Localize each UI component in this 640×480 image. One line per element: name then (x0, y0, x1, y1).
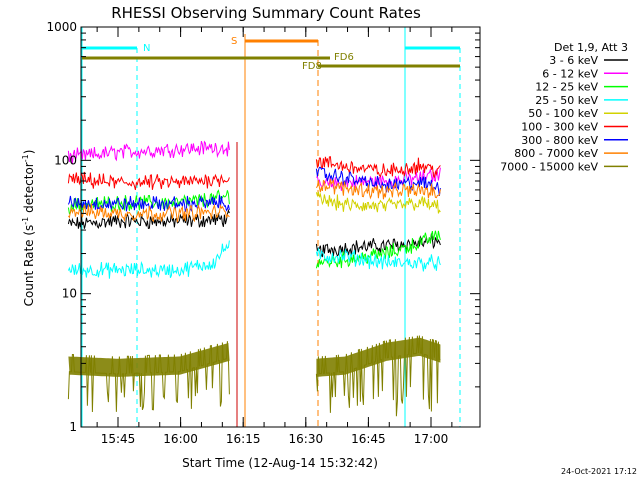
series-trace (67, 194, 230, 213)
series-6-12-kev (67, 140, 441, 191)
legend-label: 3 - 6 keV (549, 54, 598, 67)
flag-bars: N S FD6 FD8 (81, 27, 461, 427)
series-3-6-kev (67, 208, 441, 258)
flag-label-n: N (143, 43, 150, 54)
legend-label: 800 - 7000 keV (514, 147, 598, 160)
series-trace (315, 179, 441, 200)
series-100-300-kev (67, 156, 441, 191)
legend-label: 100 - 300 keV (521, 121, 598, 134)
legend-label: 50 - 100 keV (528, 107, 598, 120)
series-band (316, 337, 441, 377)
series-trace (67, 140, 230, 165)
series-band (68, 343, 230, 377)
series-trace (67, 240, 230, 279)
series-300-800-kev (67, 166, 441, 213)
flag-label-fd6: FD6 (334, 52, 354, 63)
x-tick-label: 16:00 (163, 432, 198, 446)
timestamp: 24-Oct-2021 17:12 (561, 467, 637, 476)
y-tick-label: 1000 (46, 20, 77, 34)
series-trace (316, 167, 441, 191)
series-12-25-kev (67, 189, 441, 269)
y-tick-label: 1 (69, 420, 77, 434)
chart-title: RHESSI Observing Summary Count Rates (111, 4, 421, 22)
series-layer (67, 140, 441, 417)
series-trace (67, 208, 230, 230)
series-trace (67, 203, 230, 223)
y-axis-label-part2: detector (22, 162, 36, 217)
x-tick-label: 17:00 (414, 432, 449, 446)
x-tick-label: 15:45 (101, 432, 136, 446)
legend-label: 7000 - 15000 keV (500, 160, 598, 173)
x-tick-label: 16:15 (226, 432, 261, 446)
y-tick-label: 100 (54, 153, 77, 167)
series-trace (315, 166, 441, 196)
legend-label: 6 - 12 keV (542, 67, 598, 80)
legend-label: 12 - 25 keV (535, 81, 598, 94)
series-50-100-kev (315, 191, 441, 214)
y-axis-label: Count Rate (s-1 detector-1) (21, 150, 36, 307)
x-tick-label: 16:45 (351, 432, 386, 446)
series-trace (67, 171, 230, 191)
series-trace (315, 230, 441, 269)
legend-label: 25 - 50 keV (535, 94, 598, 107)
series-trace (315, 156, 441, 179)
plot-frame (80, 26, 481, 428)
legend-label: 300 - 800 keV (521, 134, 598, 147)
x-tick-label: 16:30 (289, 432, 324, 446)
flag-label-s: S (231, 36, 237, 47)
axes: 1 10 100 1000 15:45 16:00 16:15 16:30 16:45 17:00 (46, 20, 481, 446)
series-trace (315, 247, 441, 272)
series-trace (315, 191, 441, 214)
series-25-50-kev (67, 240, 441, 279)
y-axis-label-part1: Count Rate (s (22, 225, 36, 307)
legend-header: Det 1,9, Att 3 (554, 41, 628, 54)
flag-label-fd8: FD8 (302, 61, 322, 72)
x-axis-label: Start Time (12-Aug-14 15:32:42) (182, 456, 378, 470)
series-800-7000-kev (67, 179, 441, 223)
series-7000-15000-kev (67, 335, 441, 417)
y-axis-label-part3: ) (22, 150, 36, 155)
y-axis-label-sup1: -1 (21, 217, 30, 225)
y-tick-label: 10 (62, 287, 77, 301)
y-axis-label-sup2: -1 (21, 154, 30, 162)
series-trace (67, 189, 230, 215)
